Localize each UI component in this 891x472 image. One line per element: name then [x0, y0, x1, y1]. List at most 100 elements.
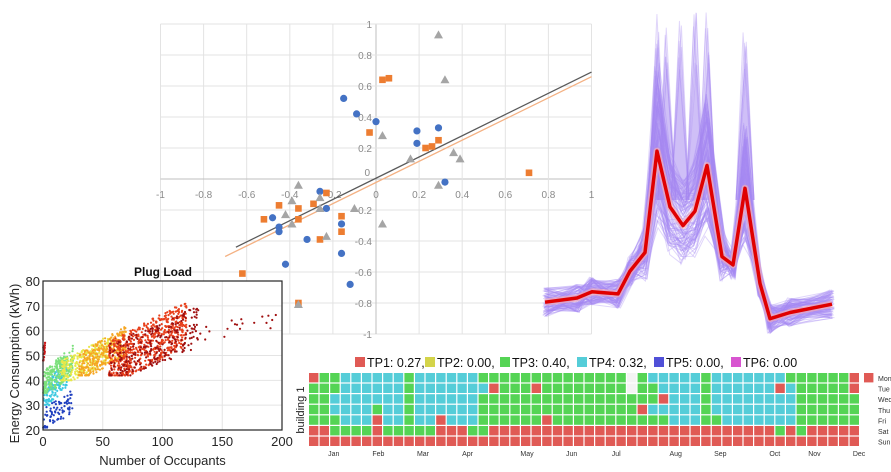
heatmap-cell: [436, 415, 446, 425]
heatmap-cell: [309, 436, 319, 446]
plug-point: [144, 366, 147, 370]
day-label: Thu: [878, 408, 890, 415]
plug-point: [151, 327, 154, 330]
plug-point: [91, 348, 94, 351]
plug-point: [160, 341, 163, 344]
scatter-point-circle: [372, 118, 380, 126]
plug-point: [55, 380, 58, 383]
x-tick-label: 0: [373, 190, 379, 201]
plug-point: [159, 348, 162, 351]
plug-point: [156, 326, 159, 329]
plug-point: [182, 318, 185, 321]
plug-point: [80, 371, 83, 374]
plug-point: [117, 365, 120, 368]
plug-point: [64, 386, 67, 389]
plug-point: [109, 357, 112, 360]
plug-point: [50, 410, 53, 413]
plug-point: [74, 370, 77, 373]
plug-point: [184, 316, 187, 319]
plug-point: [112, 365, 116, 368]
plug-point: [61, 387, 64, 390]
heatmap-cell: [489, 426, 499, 436]
heatmap-cell: [807, 415, 817, 425]
heatmap-cell: [828, 436, 838, 446]
plug-point: [129, 374, 132, 377]
heatmap-cell: [711, 404, 722, 415]
heatmap-cell: [595, 394, 605, 404]
plug-point: [180, 319, 183, 323]
plug-point: [69, 360, 72, 363]
legend-label: TP3: 0.40,: [512, 356, 570, 370]
plug-point: [163, 348, 166, 351]
heatmap-cell: [552, 373, 563, 383]
heatmap-cell: [733, 426, 743, 436]
plug-point: [129, 359, 132, 362]
plug-point: [159, 358, 162, 361]
plug-point: [175, 344, 178, 347]
heatmap-cell: [393, 404, 404, 415]
heatmap-cell: [499, 394, 510, 404]
heatmap-cell: [658, 394, 669, 404]
plug-point: [119, 371, 122, 374]
heatmap-cell: [489, 436, 499, 446]
heatmap-cell: [807, 373, 817, 383]
heatmap-cell: [552, 426, 563, 436]
plug-point: [70, 379, 73, 382]
heatmap-cell: [637, 404, 647, 415]
legend-item: TP2: 0.00,: [425, 356, 495, 370]
profile-line: [545, 181, 832, 316]
scatter-point-circle: [303, 235, 311, 244]
plug-point: [118, 355, 121, 358]
plug-point: [112, 360, 115, 363]
heatmap-cell: [457, 426, 467, 436]
plug-point: [88, 345, 91, 348]
plug-point: [94, 343, 97, 346]
plug-point: [88, 364, 92, 367]
plug-point: [160, 351, 163, 355]
plug-point: [73, 378, 76, 381]
plug-point: [57, 357, 60, 360]
plug-point: [188, 308, 191, 312]
plug-point: [149, 339, 152, 342]
plug-point: [117, 345, 120, 348]
plug-point: [49, 369, 52, 373]
plug-point: [149, 350, 152, 353]
heatmap-cell: [521, 404, 531, 415]
heatmap-cell: [690, 373, 700, 383]
plug-point: [98, 340, 101, 343]
plug-point: [151, 330, 154, 333]
heatmap-cell: [627, 426, 637, 436]
heatmap-cell: [775, 373, 785, 383]
heatmap-cell: [383, 394, 393, 404]
plug-point: [147, 345, 150, 348]
heatmap-cell: [584, 383, 594, 393]
scatter-point-triangle: [405, 154, 415, 163]
plug-point: [125, 370, 128, 373]
heatmap-cell: [340, 426, 351, 436]
plug-point: [50, 393, 53, 396]
heatmap-cell: [595, 426, 605, 436]
plug-point: [98, 368, 101, 371]
day-label: Tue: [878, 387, 890, 394]
plug-point: [66, 372, 69, 375]
plug-point: [103, 347, 106, 350]
plug-point: [114, 374, 117, 377]
heatmap-cell: [711, 436, 722, 446]
heatmap-cell: [531, 394, 541, 404]
plug-point: [174, 323, 177, 326]
plug-point: [158, 360, 161, 363]
plug-point: [169, 330, 172, 333]
plug-point: [111, 339, 115, 342]
plug-point: [168, 334, 171, 337]
heatmap-cell: [680, 436, 690, 446]
heatmap-cell: [627, 415, 637, 425]
plug-point: [157, 347, 160, 350]
x-tick-label: 0.4: [455, 190, 469, 201]
profile-spike: [697, 28, 717, 201]
profile-spike: [670, 46, 690, 201]
plug-point: [119, 351, 122, 354]
profile-spike: [685, 64, 705, 201]
plug-point: [124, 348, 127, 351]
plug-point: [125, 373, 128, 376]
